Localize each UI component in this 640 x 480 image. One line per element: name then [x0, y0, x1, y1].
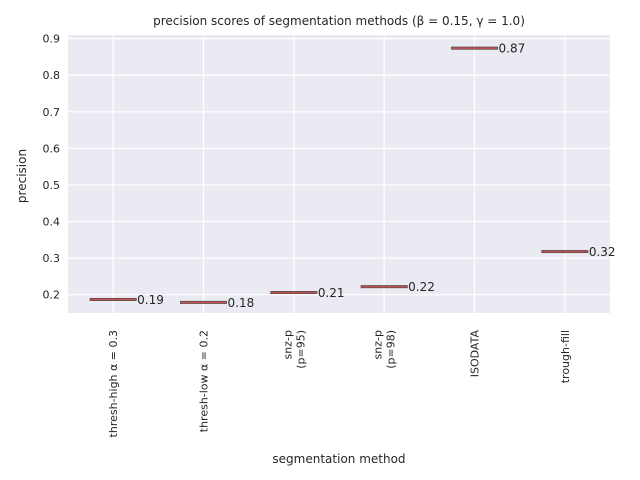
- x-tick-label: trough-fill: [559, 330, 572, 383]
- data-label: 0.21: [318, 286, 345, 300]
- x-tick-label-line: thresh-low α = 0.2: [198, 330, 211, 432]
- x-tick-label-line: trough-fill: [559, 330, 572, 383]
- x-tick-label: snz-p (p=95): [281, 330, 307, 369]
- x-tick-label: thresh-high α = 0.3: [107, 330, 120, 437]
- x-tick-label: thresh-low α = 0.2: [198, 330, 211, 432]
- y-tick-label: 0.7: [43, 106, 61, 119]
- data-label: 0.32: [589, 245, 616, 259]
- x-tick-label-line: (p=95): [294, 330, 307, 369]
- chart-title: precision scores of segmentation methods…: [153, 14, 525, 28]
- plot-background: [68, 35, 610, 313]
- x-axis-label: segmentation method: [272, 452, 405, 466]
- data-label: 0.87: [499, 42, 526, 56]
- data-label: 0.22: [408, 280, 435, 294]
- y-tick-label: 0.9: [43, 33, 61, 46]
- y-tick-label: 0.2: [43, 289, 61, 302]
- marks: 0.19 0.18 0.21 0.22 0.87 0.32: [89, 42, 616, 310]
- y-tick-label: 0.3: [43, 252, 61, 265]
- x-tick-label-line: snz-p: [281, 330, 294, 359]
- y-axis-label: precision: [15, 149, 29, 203]
- x-tick-label-line: thresh-high α = 0.3: [107, 330, 120, 437]
- y-tick-label: 0.4: [43, 216, 61, 229]
- y-tick-label: 0.5: [43, 179, 61, 192]
- ticks: 0.2 0.3 0.4 0.5 0.6 0.7 0.8 0.9 thresh-high α = …: [43, 33, 572, 438]
- x-tick-label-line: snz-p: [372, 330, 385, 359]
- y-tick-label: 0.6: [43, 142, 61, 155]
- grid: [68, 35, 610, 313]
- x-tick-label-line: ISODATA: [469, 330, 482, 378]
- y-tick-label: 0.8: [43, 69, 61, 82]
- x-tick-label-line: (p=98): [385, 330, 398, 369]
- x-tick-label: snz-p (p=98): [372, 330, 398, 369]
- x-tick-label: ISODATA: [469, 330, 482, 378]
- data-label: 0.19: [137, 293, 164, 307]
- data-label: 0.18: [228, 296, 255, 310]
